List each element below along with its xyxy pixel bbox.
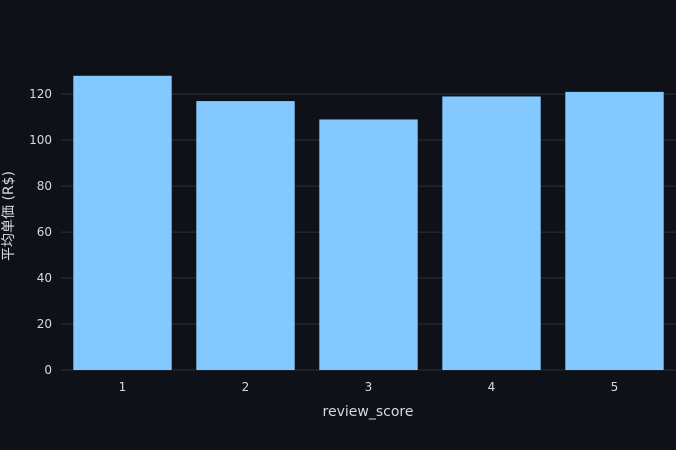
y-tick-label: 40 xyxy=(37,271,52,285)
y-tick-label: 120 xyxy=(29,87,52,101)
bar-5[interactable] xyxy=(565,91,664,370)
x-axis-ticks: 1 2 3 4 5 xyxy=(119,380,619,394)
x-axis-title: review_score xyxy=(323,404,414,420)
y-axis-ticks: 0 20 40 60 80 100 120 xyxy=(29,87,52,377)
bar-1[interactable] xyxy=(73,75,172,370)
x-tick-label: 1 xyxy=(119,380,127,394)
bar-4[interactable] xyxy=(442,96,541,371)
x-tick-label: 4 xyxy=(488,380,496,394)
bar-2[interactable] xyxy=(196,101,295,371)
y-tick-label: 80 xyxy=(37,179,52,193)
bar-3[interactable] xyxy=(319,119,418,371)
x-tick-label: 3 xyxy=(365,380,373,394)
y-tick-label: 0 xyxy=(44,363,52,377)
y-tick-label: 20 xyxy=(37,317,52,331)
x-tick-label: 5 xyxy=(611,380,619,394)
x-tick-label: 2 xyxy=(242,380,250,394)
y-tick-label: 100 xyxy=(29,133,52,147)
y-tick-label: 60 xyxy=(37,225,52,239)
y-axis-title: 平均单価 (R$) xyxy=(1,171,17,261)
bars xyxy=(73,75,664,371)
